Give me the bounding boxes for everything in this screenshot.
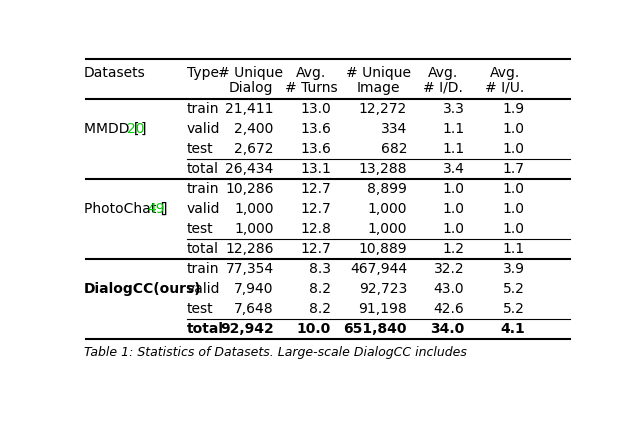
Text: 13.6: 13.6 bbox=[300, 122, 331, 136]
Text: ]: ] bbox=[140, 122, 146, 136]
Text: 10,889: 10,889 bbox=[358, 242, 407, 256]
Text: 12.7: 12.7 bbox=[300, 202, 331, 216]
Text: 21,411: 21,411 bbox=[225, 102, 274, 116]
Text: 92,942: 92,942 bbox=[220, 322, 274, 336]
Text: test: test bbox=[187, 142, 214, 156]
Text: valid: valid bbox=[187, 122, 220, 136]
Text: 1,000: 1,000 bbox=[367, 202, 407, 216]
Text: 1,000: 1,000 bbox=[367, 222, 407, 236]
Text: 1.0: 1.0 bbox=[503, 222, 525, 236]
Text: 26,434: 26,434 bbox=[225, 162, 274, 176]
Text: 2,400: 2,400 bbox=[234, 122, 274, 136]
Text: 2,672: 2,672 bbox=[234, 142, 274, 156]
Text: 1.1: 1.1 bbox=[442, 122, 465, 136]
Text: Datasets: Datasets bbox=[84, 66, 146, 80]
Text: total: total bbox=[187, 242, 219, 256]
Text: 1.0: 1.0 bbox=[503, 122, 525, 136]
Text: 3.3: 3.3 bbox=[442, 102, 465, 116]
Text: 91,198: 91,198 bbox=[358, 302, 407, 316]
Text: 1.0: 1.0 bbox=[503, 182, 525, 196]
Text: total: total bbox=[187, 322, 224, 336]
Text: 1.0: 1.0 bbox=[442, 222, 465, 236]
Text: train: train bbox=[187, 182, 220, 196]
Text: 12,272: 12,272 bbox=[359, 102, 407, 116]
Text: 10,286: 10,286 bbox=[225, 182, 274, 196]
Text: 20: 20 bbox=[127, 122, 144, 136]
Text: 8.3: 8.3 bbox=[309, 262, 331, 276]
Text: test: test bbox=[187, 222, 214, 236]
Text: Avg.: Avg. bbox=[428, 66, 458, 80]
Text: 334: 334 bbox=[381, 122, 407, 136]
Text: 5.2: 5.2 bbox=[503, 302, 525, 316]
Text: ]: ] bbox=[161, 202, 166, 216]
Text: 1.0: 1.0 bbox=[442, 202, 465, 216]
Text: 12.7: 12.7 bbox=[300, 242, 331, 256]
Text: DialogCC(ours): DialogCC(ours) bbox=[84, 282, 202, 296]
Text: 43.0: 43.0 bbox=[434, 282, 465, 296]
Text: 7,940: 7,940 bbox=[234, 282, 274, 296]
Text: 49: 49 bbox=[148, 202, 165, 216]
Text: 10.0: 10.0 bbox=[297, 322, 331, 336]
Text: # I/U.: # I/U. bbox=[485, 81, 524, 95]
Text: 13.0: 13.0 bbox=[300, 102, 331, 116]
Text: Image: Image bbox=[356, 81, 400, 95]
Text: 8.2: 8.2 bbox=[309, 282, 331, 296]
Text: 467,944: 467,944 bbox=[350, 262, 407, 276]
Text: 1.7: 1.7 bbox=[503, 162, 525, 176]
Text: Dialog: Dialog bbox=[228, 81, 273, 95]
Text: 12.8: 12.8 bbox=[300, 222, 331, 236]
Text: Avg.: Avg. bbox=[490, 66, 520, 80]
Text: 1.1: 1.1 bbox=[503, 242, 525, 256]
Text: 8.2: 8.2 bbox=[309, 302, 331, 316]
Text: train: train bbox=[187, 262, 220, 276]
Text: 32.2: 32.2 bbox=[434, 262, 465, 276]
Text: 1.9: 1.9 bbox=[503, 102, 525, 116]
Text: 92,723: 92,723 bbox=[359, 282, 407, 296]
Text: 682: 682 bbox=[381, 142, 407, 156]
Text: Type: Type bbox=[187, 66, 219, 80]
Text: # Unique: # Unique bbox=[218, 66, 283, 80]
Text: # Turns: # Turns bbox=[285, 81, 337, 95]
Text: 5.2: 5.2 bbox=[503, 282, 525, 296]
Text: MMDD [: MMDD [ bbox=[84, 122, 140, 136]
Text: Avg.: Avg. bbox=[296, 66, 326, 80]
Text: Table 1: Statistics of Datasets. Large-scale DialogCC includes: Table 1: Statistics of Datasets. Large-s… bbox=[84, 346, 467, 359]
Text: 13,288: 13,288 bbox=[358, 162, 407, 176]
Text: total: total bbox=[187, 162, 219, 176]
Text: 1,000: 1,000 bbox=[234, 202, 274, 216]
Text: 4.1: 4.1 bbox=[500, 322, 525, 336]
Text: 12.7: 12.7 bbox=[300, 182, 331, 196]
Text: 12,286: 12,286 bbox=[225, 242, 274, 256]
Text: # Unique: # Unique bbox=[346, 66, 411, 80]
Text: 1.0: 1.0 bbox=[503, 142, 525, 156]
Text: test: test bbox=[187, 302, 214, 316]
Text: 77,354: 77,354 bbox=[226, 262, 274, 276]
Text: 3.4: 3.4 bbox=[442, 162, 465, 176]
Text: valid: valid bbox=[187, 282, 220, 296]
Text: 1.2: 1.2 bbox=[442, 242, 465, 256]
Text: 13.1: 13.1 bbox=[300, 162, 331, 176]
Text: valid: valid bbox=[187, 202, 220, 216]
Text: PhotoChat [: PhotoChat [ bbox=[84, 202, 166, 216]
Text: 3.9: 3.9 bbox=[503, 262, 525, 276]
Text: 1.0: 1.0 bbox=[442, 182, 465, 196]
Text: 8,899: 8,899 bbox=[367, 182, 407, 196]
Text: train: train bbox=[187, 102, 220, 116]
Text: 34.0: 34.0 bbox=[430, 322, 465, 336]
Text: 1.1: 1.1 bbox=[442, 142, 465, 156]
Text: 651,840: 651,840 bbox=[344, 322, 407, 336]
Text: 7,648: 7,648 bbox=[234, 302, 274, 316]
Text: 1,000: 1,000 bbox=[234, 222, 274, 236]
Text: 42.6: 42.6 bbox=[434, 302, 465, 316]
Text: 13.6: 13.6 bbox=[300, 142, 331, 156]
Text: 1.0: 1.0 bbox=[503, 202, 525, 216]
Text: # I/D.: # I/D. bbox=[423, 81, 463, 95]
